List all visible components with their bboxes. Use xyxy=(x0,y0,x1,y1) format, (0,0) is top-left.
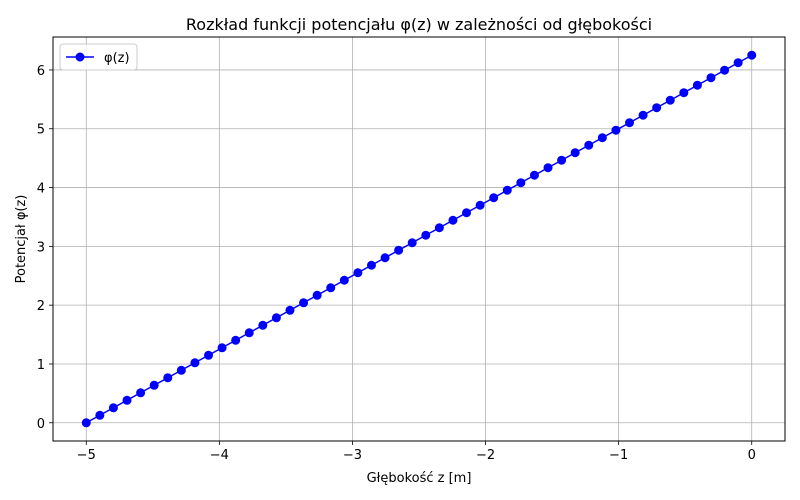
y-tick-label: 6 xyxy=(37,64,45,79)
y-tick-label: 3 xyxy=(37,240,45,255)
data-point xyxy=(747,50,757,60)
data-point xyxy=(258,320,268,330)
data-point xyxy=(584,140,594,150)
x-tick-label: 0 xyxy=(748,448,756,463)
y-tick-label: 1 xyxy=(37,358,45,373)
data-point xyxy=(176,365,186,375)
data-point xyxy=(679,88,689,98)
data-point xyxy=(136,388,146,398)
data-point xyxy=(692,80,702,90)
y-tick-label: 2 xyxy=(37,299,45,314)
data-point xyxy=(434,223,444,233)
data-point xyxy=(543,163,553,173)
data-point xyxy=(502,185,512,195)
legend-label: φ(z) xyxy=(104,51,130,66)
x-tick-label: −3 xyxy=(343,448,362,463)
data-point xyxy=(95,410,105,420)
legend-box xyxy=(59,43,138,71)
data-point xyxy=(312,290,322,300)
data-point xyxy=(733,58,743,68)
axis-ticks: −5 −4 −3 −2 −1 0 0 1 2 3 4 5 6 xyxy=(37,64,756,463)
data-point xyxy=(326,283,336,293)
data-point xyxy=(122,395,132,405)
x-tick-label: −1 xyxy=(609,448,628,463)
data-point xyxy=(489,193,499,203)
data-point xyxy=(448,215,458,225)
data-point xyxy=(81,418,91,428)
x-tick-label: −4 xyxy=(210,448,229,463)
y-axis-label: Potencjał φ(z) xyxy=(14,195,29,284)
data-point xyxy=(421,230,431,240)
data-point xyxy=(217,343,227,353)
data-point xyxy=(149,380,159,390)
data-point xyxy=(706,73,716,83)
data-point xyxy=(407,238,417,248)
chart-title: Rozkład funkcji potencjału φ(z) w zależn… xyxy=(186,15,652,34)
data-point xyxy=(366,260,376,270)
data-point xyxy=(625,118,634,128)
legend-marker-sample xyxy=(75,52,85,62)
data-point xyxy=(394,245,404,255)
data-point xyxy=(475,200,485,210)
data-point xyxy=(204,350,213,360)
data-point xyxy=(529,170,539,180)
grid-lines xyxy=(53,37,785,441)
data-point xyxy=(597,133,607,143)
data-point xyxy=(557,155,567,165)
plot-area-frame xyxy=(52,36,786,442)
y-tick-label: 5 xyxy=(37,123,45,138)
y-tick-label: 0 xyxy=(37,417,45,432)
data-point xyxy=(231,335,241,345)
data-point xyxy=(271,313,281,323)
data-point xyxy=(339,275,349,285)
data-point xyxy=(285,305,295,315)
data-point xyxy=(720,65,730,75)
x-axis-label: Głębokość z [m] xyxy=(367,471,472,486)
data-point xyxy=(108,403,118,413)
data-point xyxy=(462,208,472,218)
legend: φ(z) xyxy=(59,43,138,71)
y-tick-label: 4 xyxy=(37,182,45,197)
data-point xyxy=(611,125,621,135)
data-point xyxy=(353,268,363,278)
data-point xyxy=(665,95,675,105)
series-layer xyxy=(81,50,757,428)
data-point xyxy=(163,373,173,383)
data-point xyxy=(516,178,526,188)
data-point xyxy=(299,298,309,308)
data-point xyxy=(638,110,648,120)
data-point xyxy=(190,358,200,368)
x-tick-label: −5 xyxy=(77,448,96,463)
data-point xyxy=(652,103,662,113)
data-point xyxy=(570,148,580,158)
data-point xyxy=(380,253,390,263)
x-tick-label: −2 xyxy=(476,448,495,463)
data-point xyxy=(244,328,254,338)
